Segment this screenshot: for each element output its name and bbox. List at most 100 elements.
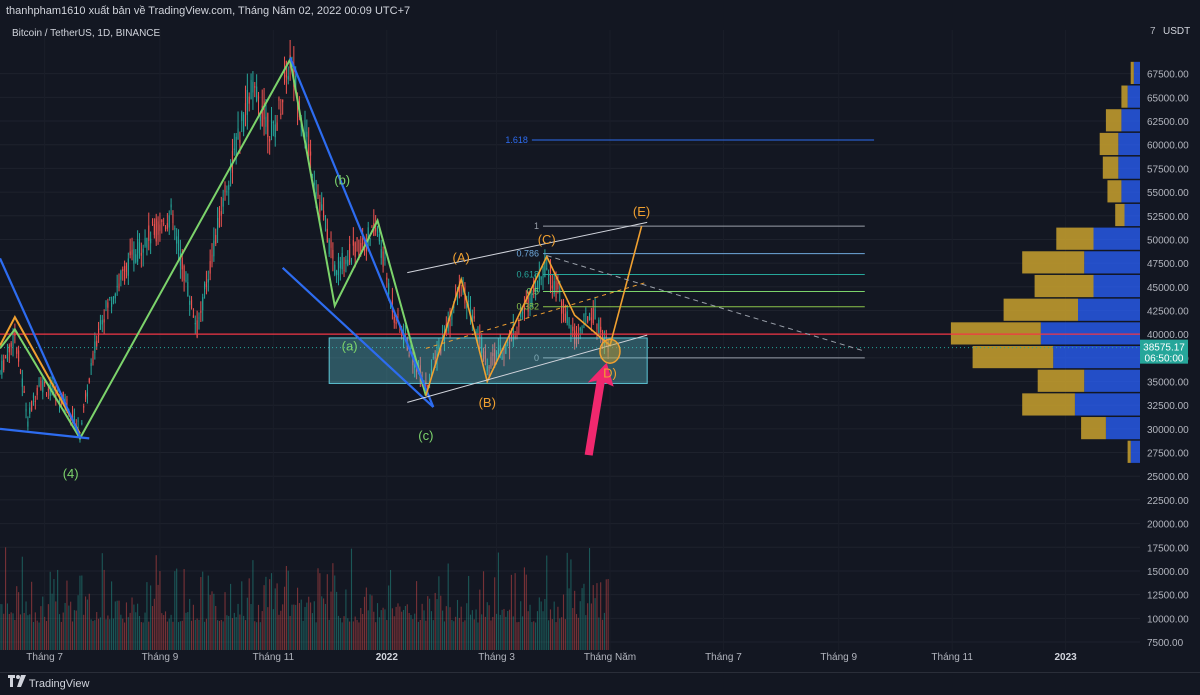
candle-body [192,315,194,318]
candle-body [111,302,113,307]
volume-bar [559,618,561,650]
candle-body [18,350,20,362]
volume-bar [555,622,557,650]
wave-label: D) [603,366,617,381]
candle-body [306,131,308,137]
volume-profile-down [1124,203,1140,227]
candle-body [280,113,282,115]
candle-body [239,139,241,143]
candle-body [261,105,263,126]
candle-body [341,253,343,270]
candle-body [101,320,103,325]
volume-bar [549,609,552,650]
volume-bar [36,620,38,650]
volume-bar [326,574,328,650]
volume-bar [590,603,592,650]
candle-body [27,421,29,427]
time-axis[interactable]: Tháng 7 Tháng 9 Tháng 11 2022 Tháng 3 Tháng N… [26,652,1077,663]
candle-body [185,279,187,282]
volume-bar [337,615,340,650]
volume-bar [334,575,336,650]
volume-bar [382,607,384,650]
volume-bar [451,619,453,650]
volume-bar [170,614,172,650]
candle-body [308,144,310,157]
volume-bar [270,573,273,650]
volume-bar [174,571,176,650]
volume-bar [64,602,66,650]
volume-bar [494,577,496,650]
fib-level-label: 0.5 [527,287,540,297]
price-tick-label: 47500.00 [1147,259,1189,270]
volume-bar [468,575,470,650]
volume-bar [378,617,380,650]
candle-body [183,265,185,281]
candle-body [393,316,395,323]
candle-body [362,238,364,245]
volume-bar [449,607,451,650]
volume-bar [99,617,101,650]
volume-bar [529,604,531,650]
candle-body [386,277,388,280]
volume-bar [313,601,315,650]
candle-body [269,138,271,142]
volume-bar [350,548,353,650]
volume-bar [572,608,574,650]
candle-body [581,329,583,334]
candle-body [174,228,176,230]
channel-lower [407,334,648,403]
volume-bar [557,606,559,650]
candle-body [514,336,516,338]
volume-bar [77,595,79,650]
trend-line-blue-3 [289,57,435,408]
volume-bar [300,599,302,650]
volume-bar [367,610,369,650]
volume-bar [58,614,61,650]
volume-bar [239,614,241,650]
candle-body [248,96,250,104]
candle-body [122,269,124,272]
volume-bar [190,620,193,650]
candle-body [105,300,107,308]
candle-body [90,363,92,366]
volume-bar [45,621,48,650]
candle-body [484,351,486,359]
candle-body [356,237,358,240]
candle-body [425,381,427,389]
volume-bar [607,579,609,650]
candle-body [363,241,366,247]
volume-bar [540,601,542,650]
volume-bar [308,596,310,650]
price-axis[interactable]: 67500.00 65000.00 62500.00 60000.00 57500.00… [1140,26,1190,649]
candle-body [98,328,100,336]
volume-bar [233,612,235,650]
volume-bar [81,575,83,650]
volume-bar [434,592,436,650]
candle-body [531,294,533,305]
volume-bar [159,571,161,650]
candle-body [125,262,128,272]
volume-bar [315,622,317,650]
candle-body [365,245,367,252]
fib-level-label: 1.618 [505,135,528,145]
volume-profile-down [1121,180,1140,203]
candle-body [278,97,280,101]
btc-price-chart[interactable]: 1.618 1 0.786 0.618 0.5 0.382 0 (4) (b) (a) (c) (A… [0,22,1200,672]
volume-bar [535,622,537,650]
volume-bar [265,576,267,650]
candle-body [512,324,514,341]
volume-bar [562,594,565,650]
volume-bar [328,619,330,650]
volume-bar [525,574,527,650]
candle-body [332,249,334,259]
price-tick-label: 42500.00 [1147,306,1189,317]
volume-bar [354,616,356,650]
candle-body [187,282,189,297]
volume-bar [84,596,87,650]
candle-body [542,266,544,279]
volume-bar [352,621,354,650]
volume-bar [144,612,146,650]
candle-body [510,332,512,339]
volume-bar [471,610,473,650]
candle-body [384,257,386,261]
